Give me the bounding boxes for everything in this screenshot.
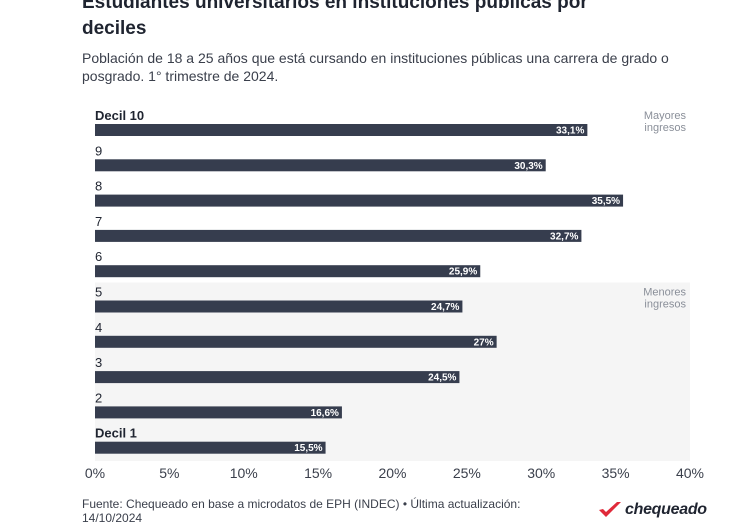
chart-subtitle: Población de 18 a 25 años que está cursa… (82, 50, 669, 84)
data-label: 33,1% (556, 126, 584, 137)
bar (95, 194, 624, 207)
bar (95, 406, 342, 419)
category-label: 7 (95, 214, 102, 229)
category-label: Decil 10 (95, 108, 144, 123)
x-tick-label: 20% (378, 465, 406, 481)
category-label: 6 (95, 249, 102, 264)
category-label: Decil 1 (95, 426, 137, 441)
bar-chart: Decil 1033,1%930,3%835,5%732,7%625,9%524… (85, 108, 704, 481)
chart-title: Estudiantes universitarios en institucio… (82, 0, 702, 42)
x-tick-label: 0% (85, 465, 105, 481)
x-tick-label: 40% (676, 465, 704, 481)
category-label: 9 (95, 143, 102, 158)
bar (95, 124, 588, 136)
chart-title-line2: deciles (82, 18, 147, 39)
x-tick-label: 15% (304, 465, 332, 481)
bar (95, 335, 497, 348)
group-annotation: Mayores (644, 110, 687, 122)
logo-text: chequeado (625, 501, 707, 518)
group-annotation: Menores (643, 287, 686, 299)
data-label: 25,9% (449, 267, 477, 278)
data-label: 15,5% (294, 443, 322, 454)
data-label: 24,5% (428, 373, 456, 384)
category-label: 5 (95, 285, 102, 300)
data-label: 32,7% (550, 231, 578, 242)
category-label: 3 (95, 355, 102, 370)
chequeado-logo: chequeado (598, 499, 707, 521)
data-label: 35,5% (592, 196, 620, 207)
category-label: 8 (95, 179, 102, 194)
x-tick-label: 10% (230, 465, 258, 481)
bar (95, 441, 326, 454)
data-label: 16,6% (311, 408, 339, 419)
bar (95, 371, 460, 384)
bar (95, 265, 481, 278)
data-label: 30,3% (514, 161, 542, 172)
group-annotation: ingresos (644, 122, 686, 134)
data-label: 24,7% (431, 302, 459, 313)
checkmark-icon (599, 502, 621, 517)
category-label: 4 (95, 320, 102, 335)
x-tick-label: 25% (453, 465, 481, 481)
x-tick-label: 30% (527, 465, 555, 481)
x-tick-label: 5% (159, 465, 179, 481)
bar (95, 300, 463, 313)
source-footer: Fuente: Chequeado en base a microdatos d… (82, 497, 521, 525)
bar (95, 229, 582, 242)
group-annotation: ingresos (644, 299, 686, 311)
bar (95, 159, 546, 172)
category-label: 2 (95, 390, 102, 405)
x-tick-label: 35% (602, 465, 630, 481)
chart-title-line1: Estudiantes universitarios en institucio… (82, 0, 588, 13)
data-label: 27% (474, 337, 494, 348)
